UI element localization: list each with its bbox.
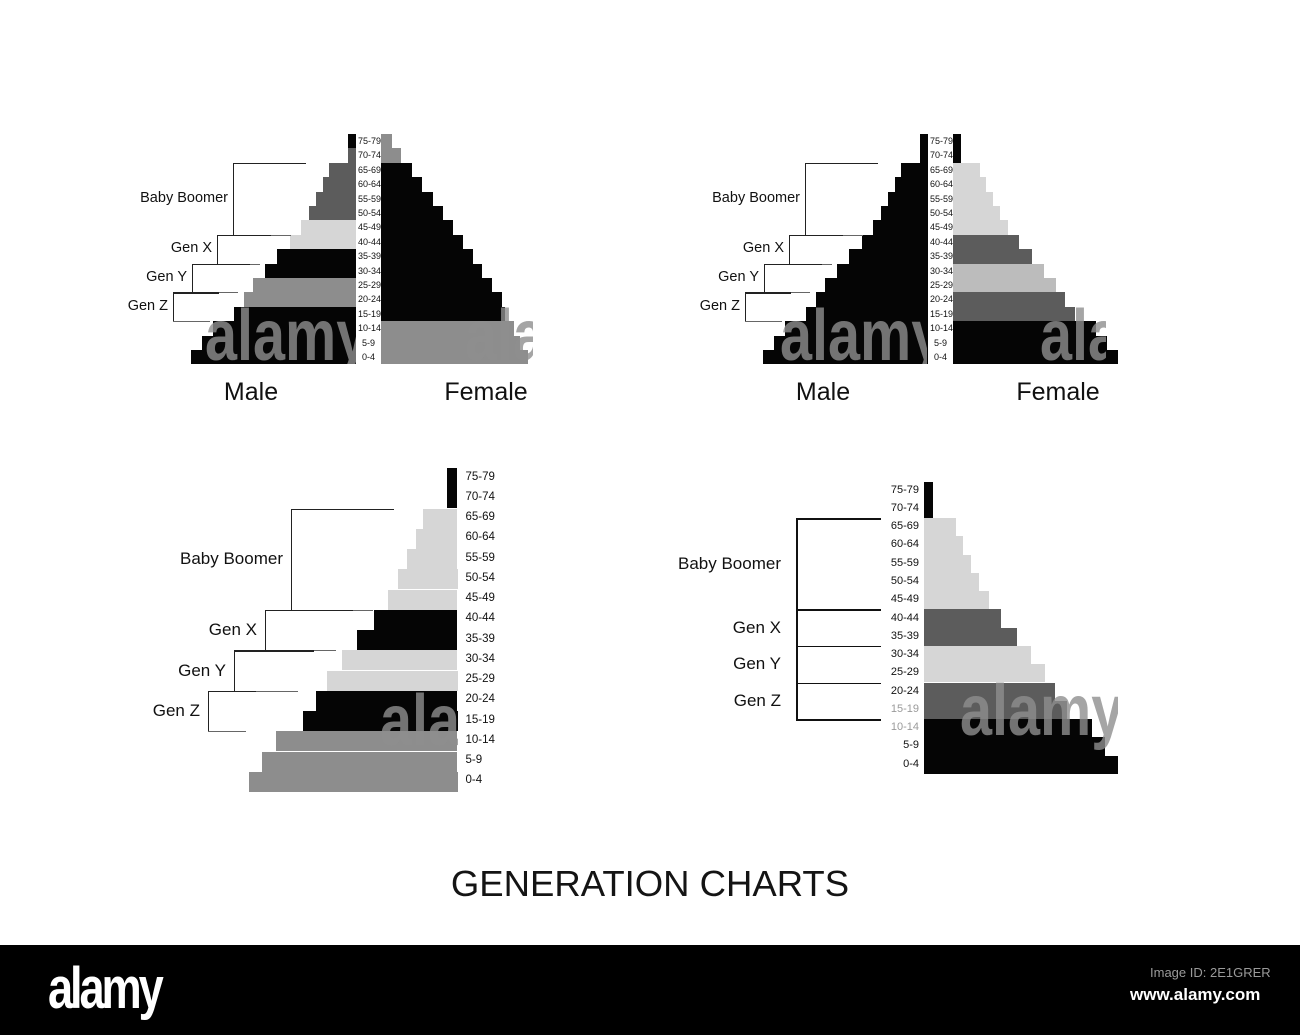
svg-text:alamy: alamy <box>48 960 164 1020</box>
